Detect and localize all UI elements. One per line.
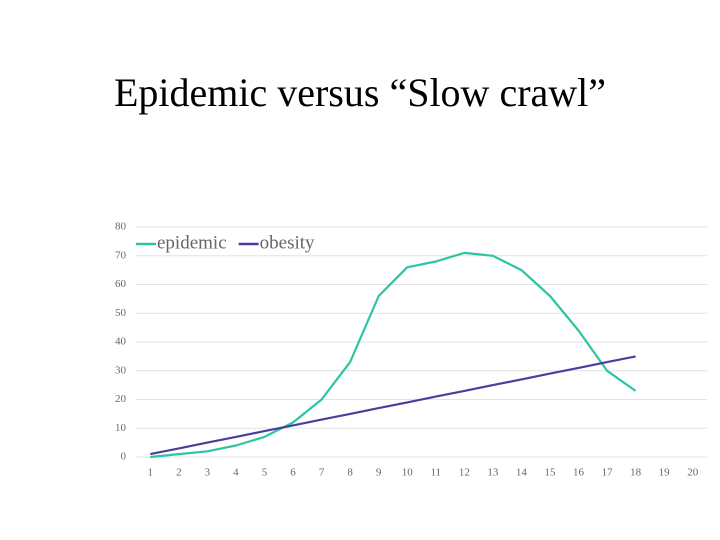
x-tick-label: 16	[573, 467, 585, 479]
x-tick-label: 9	[376, 467, 382, 479]
x-tick-label: 4	[233, 467, 239, 479]
series-line	[150, 355, 636, 456]
y-tick-label: 0	[121, 451, 127, 463]
x-tick-label: 3	[205, 467, 211, 479]
y-tick-label: 60	[115, 278, 127, 290]
x-tick-label: 20	[687, 467, 699, 479]
y-tick-label: 40	[115, 336, 127, 348]
y-tick-label: 50	[115, 307, 127, 319]
x-tick-label: 6	[290, 467, 296, 479]
x-tick-label: 19	[659, 467, 671, 479]
y-tick-label: 70	[115, 249, 127, 261]
x-tick-label: 13	[487, 467, 499, 479]
y-tick-label: 10	[115, 422, 127, 434]
x-tick-label: 15	[544, 467, 556, 479]
x-tick-label: 17	[602, 467, 614, 479]
y-tick-label: 20	[115, 393, 127, 405]
legend-label: epidemic	[157, 232, 227, 253]
y-tick-label: 30	[115, 364, 127, 376]
x-tick-label: 5	[262, 467, 268, 479]
x-tick-label: 12	[459, 467, 470, 479]
x-tick-label: 18	[630, 467, 642, 479]
x-tick-label: 7	[319, 467, 325, 479]
x-tick-label: 14	[516, 467, 528, 479]
x-tick-label: 8	[347, 467, 353, 479]
y-tick-label: 80	[115, 221, 127, 233]
x-tick-label: 10	[402, 467, 414, 479]
series-line	[150, 251, 637, 459]
x-tick-label: 11	[430, 467, 441, 479]
legend-label: obesity	[260, 232, 315, 253]
slide-title: Epidemic versus “Slow crawl”	[114, 70, 606, 115]
x-tick-label: 1	[148, 467, 154, 479]
x-tick-label: 2	[176, 467, 182, 479]
